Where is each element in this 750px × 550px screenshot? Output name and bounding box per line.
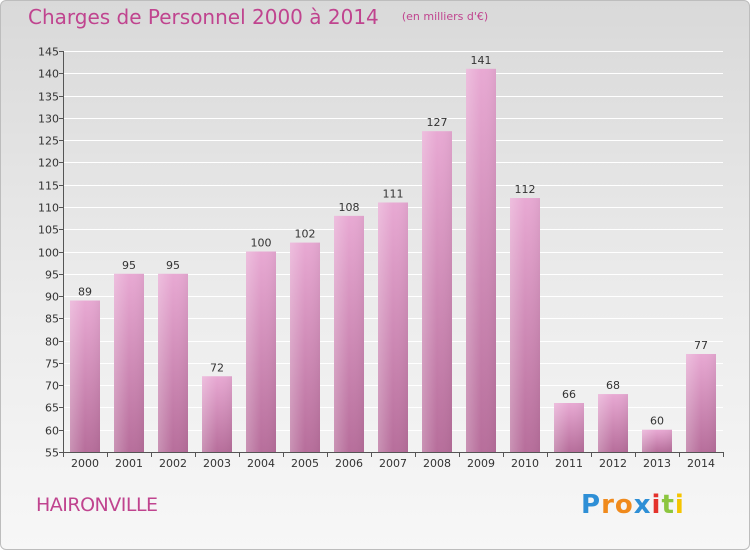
y-tick-label: 140 [38,68,59,81]
axes: 55 60 65 70 75 80 85 90 95 100 105 110 115 120 125 130 1… [38,46,724,470]
logo-letter: P [581,490,602,520]
data-label: 95 [122,259,136,272]
logo-letter: o [614,490,634,520]
logo-letter: t [661,490,675,520]
x-tick-label: 2014 [687,457,715,470]
x-tick-label: 2004 [247,457,275,470]
logo-letter: i [651,490,662,520]
bar-shine [202,376,232,452]
y-tick-label: 135 [38,91,59,104]
bar-shine [422,131,452,452]
title-row: Charges de Personnel 2000 à 2014 (en mil… [28,5,488,29]
bar-shine [246,251,276,452]
bar-shine [598,394,628,452]
bars [70,68,716,453]
x-tick-label: 2005 [291,457,319,470]
data-label: 111 [383,187,404,200]
x-tick-label: 2002 [159,457,187,470]
data-label: 100 [251,237,272,250]
bar-shine [114,273,144,452]
y-tick-label: 60 [45,425,59,438]
logo-letter: r [601,490,615,520]
y-tick-label: 100 [38,247,59,260]
x-tick-label: 2010 [511,457,539,470]
data-label: 95 [166,259,180,272]
chart-subtitle: (en milliers d'€) [401,10,489,23]
data-label: 77 [694,339,708,352]
y-tick-label: 85 [45,313,59,326]
y-tick-label: 75 [45,358,59,371]
bar-shine [466,68,496,453]
logo-letter: x [633,490,652,520]
x-tick-label: 2008 [423,457,451,470]
chart-title: Charges de Personnel 2000 à 2014 [28,5,379,29]
x-tick-label: 2009 [467,457,495,470]
bar-shine [686,353,716,452]
data-label: 89 [78,286,92,299]
data-label: 108 [339,201,360,214]
data-label: 68 [606,379,620,392]
x-tick-label: 2012 [599,457,627,470]
proxiti-logo: Proxiti [581,490,685,520]
y-tick-label: 65 [45,402,59,415]
bar-shine [70,300,100,452]
x-tick-label: 2003 [203,457,231,470]
y-tick-label: 130 [38,113,59,126]
x-tick-label: 2001 [115,457,143,470]
x-tick-label: 2013 [643,457,671,470]
bar-shine [158,273,188,452]
x-tick-label: 2000 [71,457,99,470]
y-tick-label: 70 [45,380,59,393]
logo-letter: i [674,490,685,520]
y-tick-label: 90 [45,291,59,304]
y-tick-label: 95 [45,269,59,282]
data-label: 112 [515,183,536,196]
bar-shine [334,215,364,452]
bar-shine [642,429,672,452]
data-label: 66 [562,388,576,401]
bar-shine [510,198,540,452]
y-tick-label: 110 [38,202,59,215]
bar-shine [290,242,320,452]
x-tick-label: 2011 [555,457,583,470]
data-label: 127 [427,116,448,129]
data-label: 102 [295,228,316,241]
commune-name: HAIRONVILLE [36,494,158,516]
y-tick-label: 145 [38,46,59,59]
y-tick-label: 105 [38,224,59,237]
x-tick-label: 2007 [379,457,407,470]
data-label: 141 [471,54,492,67]
y-tick-label: 55 [45,447,59,460]
data-label: 72 [210,361,224,374]
y-tick-label: 120 [38,157,59,170]
data-labels: 89 95 95 72 100 102 108 111 127 141 112 66 68 60 77 [78,54,708,428]
y-tick-label: 80 [45,336,59,349]
bar-shine [554,402,584,452]
data-label: 60 [650,415,664,428]
bar-shine [378,202,408,452]
y-tick-label: 115 [38,180,59,193]
y-tick-label: 125 [38,135,59,148]
x-tick-label: 2006 [335,457,363,470]
